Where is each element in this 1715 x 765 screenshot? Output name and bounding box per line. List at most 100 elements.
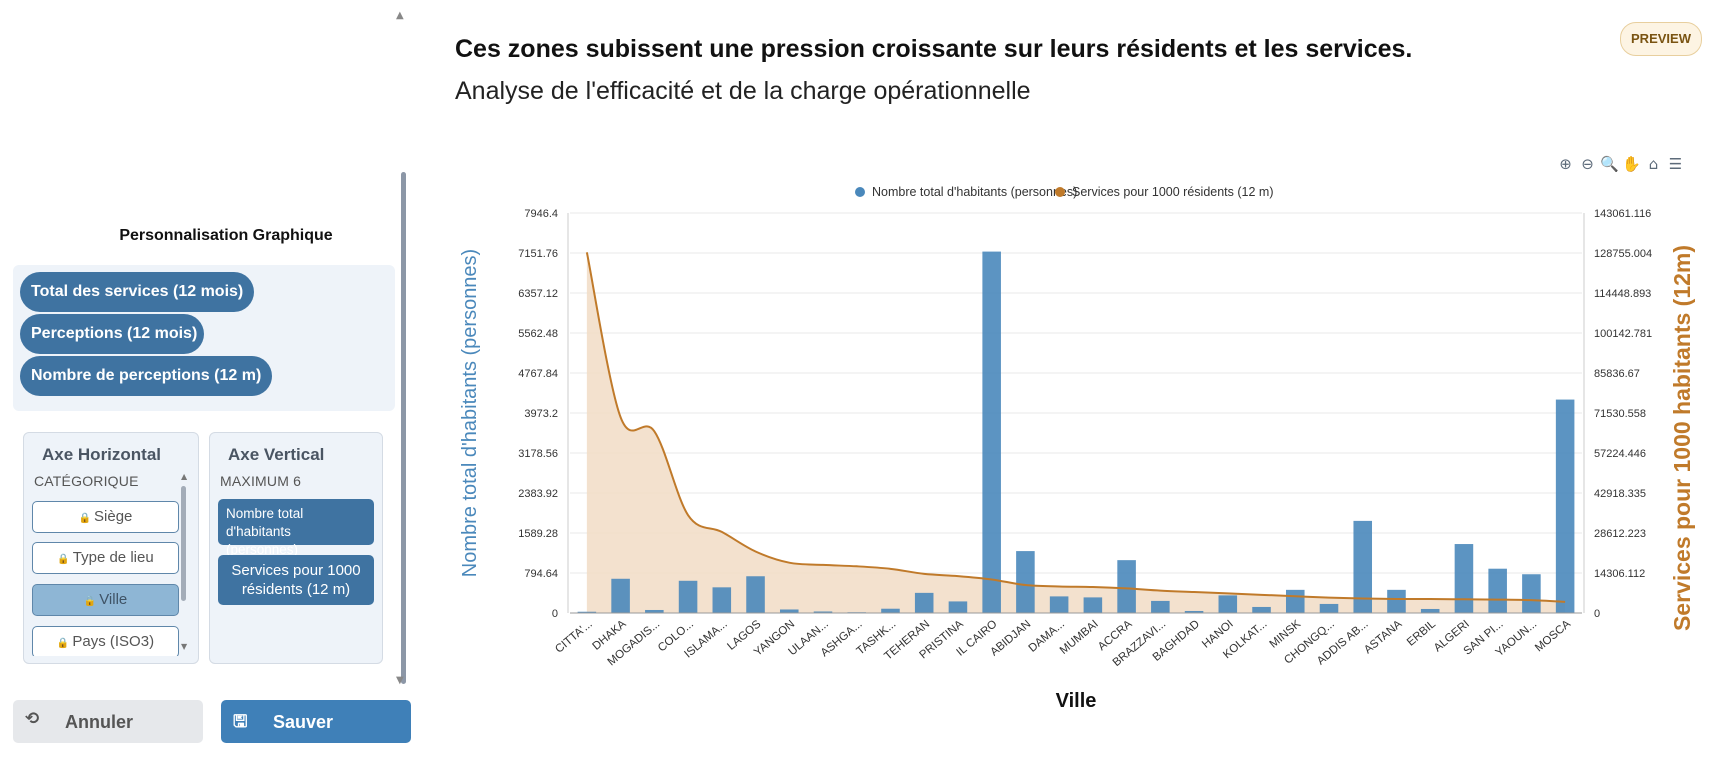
lock-icon: 🔒 <box>57 554 70 565</box>
chart-grid <box>570 212 1582 614</box>
bar-22 <box>1319 603 1339 613</box>
menu-icon[interactable]: ☰ <box>1668 154 1683 173</box>
scroll-down-arrow-icon[interactable]: ▼ <box>396 675 404 686</box>
bar-9 <box>881 608 900 613</box>
category-scroll-down-icon[interactable]: ▼ <box>181 642 188 651</box>
y-tick-label-right: 57224.446 <box>1594 448 1646 460</box>
undo-icon: ⟲ <box>25 709 40 729</box>
vertical-series-habitants[interactable]: Nombre total d'habitants (personnes) <box>218 499 374 557</box>
save-button[interactable]: 🖫 Sauver <box>221 700 411 743</box>
y-tick-label-right: 42918.335 <box>1594 488 1646 500</box>
x-tick-label: MUMBAI <box>1058 618 1101 657</box>
bar-0 <box>577 611 597 613</box>
available-fields-panel: Total des services (12 mois) Perceptions… <box>13 265 395 411</box>
customization-sidebar: ▲ ▼ Personnalisation Graphique Total des… <box>0 0 411 765</box>
field-pill-perceptions[interactable]: Perceptions (12 mois) <box>20 314 204 354</box>
bar-24 <box>1387 589 1406 613</box>
vertical-axis-card: Axe Vertical MAXIMUM 6 Nombre total d'ha… <box>209 432 383 664</box>
y-tick-label-left: 3178.56 <box>518 448 558 460</box>
y-tick-label-left: 6357.12 <box>518 288 558 300</box>
y-axis-title-left: Nombre total d'habitants (personnes) <box>459 249 481 577</box>
cancel-button[interactable]: ⟲ Annuler <box>13 700 203 743</box>
vertical-axis-title: Axe Vertical <box>228 445 325 464</box>
category-scrollbar[interactable] <box>181 486 186 601</box>
lock-icon: 🔒 <box>78 513 92 524</box>
y-tick-label-left: 0 <box>552 608 558 620</box>
bar-14 <box>1049 596 1069 613</box>
bar-13 <box>1016 551 1035 613</box>
legend-marker-0 <box>855 187 865 197</box>
bar-19 <box>1218 595 1238 613</box>
bar-3 <box>678 580 698 613</box>
y-tick-label-right: 114448.893 <box>1594 288 1651 300</box>
bar-16 <box>1117 560 1136 613</box>
y-tick-label-left: 794.64 <box>524 568 558 580</box>
zoom-out-icon[interactable]: ⊖ <box>1581 154 1594 173</box>
selection-zoom-icon[interactable]: 🔍 <box>1600 154 1619 173</box>
services-line-series <box>585 252 1566 603</box>
y-tick-label-left: 7946.4 <box>524 208 558 220</box>
bar-18 <box>1184 610 1204 613</box>
vertical-series-services[interactable]: Services pour 1000 résidents (12 m) <box>218 555 374 605</box>
y-tick-label-right: 0 <box>1594 608 1600 620</box>
bar-17 <box>1151 600 1170 613</box>
bar-11 <box>948 601 968 613</box>
x-tick-label: CITTA'... <box>553 618 595 656</box>
legend-label-1: Services pour 1000 résidents (12 m) <box>1072 185 1273 199</box>
lock-icon: 🔒 <box>83 596 97 607</box>
bar-23 <box>1353 520 1373 613</box>
sidebar-title: Personnalisation Graphique <box>119 227 333 244</box>
page-title: Ces zones subissent une pression croissa… <box>455 35 1413 63</box>
y-tick-label-left: 7151.76 <box>518 248 558 260</box>
category-item-type-de-lieu[interactable]: 🔒 Type de lieu <box>32 542 179 574</box>
vertical-axis-limit: MAXIMUM 6 <box>220 473 302 489</box>
category-item-siege[interactable]: 🔒 Siège <box>32 501 179 533</box>
y-tick-label-left: 3973.2 <box>524 408 558 420</box>
save-icon: 🖫 <box>233 712 248 732</box>
legend-label-0: Nombre total d'habitants (personnes) <box>872 185 1077 199</box>
x-tick-label: MOSCA <box>1533 618 1573 655</box>
y-tick-label-right: 71530.558 <box>1594 408 1646 420</box>
field-pill-nombre-perceptions[interactable]: Nombre de perceptions (12 m) <box>20 356 273 396</box>
scroll-up-arrow-icon[interactable]: ▲ <box>396 10 404 21</box>
horizontal-axis-title: Axe Horizontal <box>42 445 162 464</box>
chart-toolbar: ⊕ ⊖ 🔍 ✋ ⌂ ☰ <box>1556 154 1685 173</box>
combo-chart: 0 794.64 1589.28 2383.92 3178.56 3973.2 4767.8… <box>459 185 1695 712</box>
zoom-in-icon[interactable]: ⊕ <box>1559 154 1572 173</box>
horizontal-axis-card: Axe Horizontal CATÉGORIQUE 🔒 Siège 🔒 Type … <box>23 432 199 664</box>
bar-2 <box>645 609 664 613</box>
x-axis-title: Ville <box>1056 690 1097 712</box>
category-item-pays-iso3[interactable]: 🔒 Pays (ISO3) <box>32 626 179 656</box>
bar-12 <box>982 251 1001 613</box>
bar-26 <box>1454 544 1474 613</box>
field-pill-total-services[interactable]: Total des services (12 mois) <box>20 272 255 312</box>
pan-hand-icon[interactable]: ✋ <box>1622 154 1641 173</box>
bar-21 <box>1285 589 1305 613</box>
y-axis-title-right: Services pour 1000 habitants (12m) <box>1669 245 1695 631</box>
bar-20 <box>1252 606 1271 613</box>
home-icon[interactable]: ⌂ <box>1648 154 1659 173</box>
category-scroll-up-icon[interactable]: ▲ <box>181 472 188 481</box>
bar-28 <box>1522 574 1541 613</box>
bar-4 <box>712 587 732 613</box>
y-tick-label-right: 100142.781 <box>1594 328 1652 340</box>
bar-29 <box>1555 399 1575 613</box>
sidebar-scrollbar[interactable] <box>401 172 406 684</box>
bar-7 <box>813 611 833 613</box>
y-tick-label-right: 85836.67 <box>1594 368 1640 380</box>
preview-badge: PREVIEW <box>1620 22 1702 56</box>
bar-27 <box>1488 568 1507 613</box>
page-subtitle: Analyse de l'efficacité et de la charge … <box>455 77 1031 105</box>
y-tick-label-left: 1589.28 <box>518 528 558 540</box>
y-tick-label-right: 128755.004 <box>1594 248 1652 260</box>
chart-legend[interactable]: Nombre total d'habitants (personnes)Serv… <box>855 185 1273 199</box>
bar-25 <box>1420 608 1440 613</box>
bar-1 <box>611 578 630 613</box>
category-item-ville[interactable]: 🔒 Ville <box>32 584 179 616</box>
lock-icon: 🔒 <box>56 638 70 649</box>
x-tick-label: ASTANA <box>1362 618 1405 656</box>
services-area-series <box>586 252 1566 613</box>
bar-5 <box>746 576 765 613</box>
y-tick-label-left: 4767.84 <box>518 368 558 380</box>
horizontal-axis-type: CATÉGORIQUE <box>34 473 139 489</box>
